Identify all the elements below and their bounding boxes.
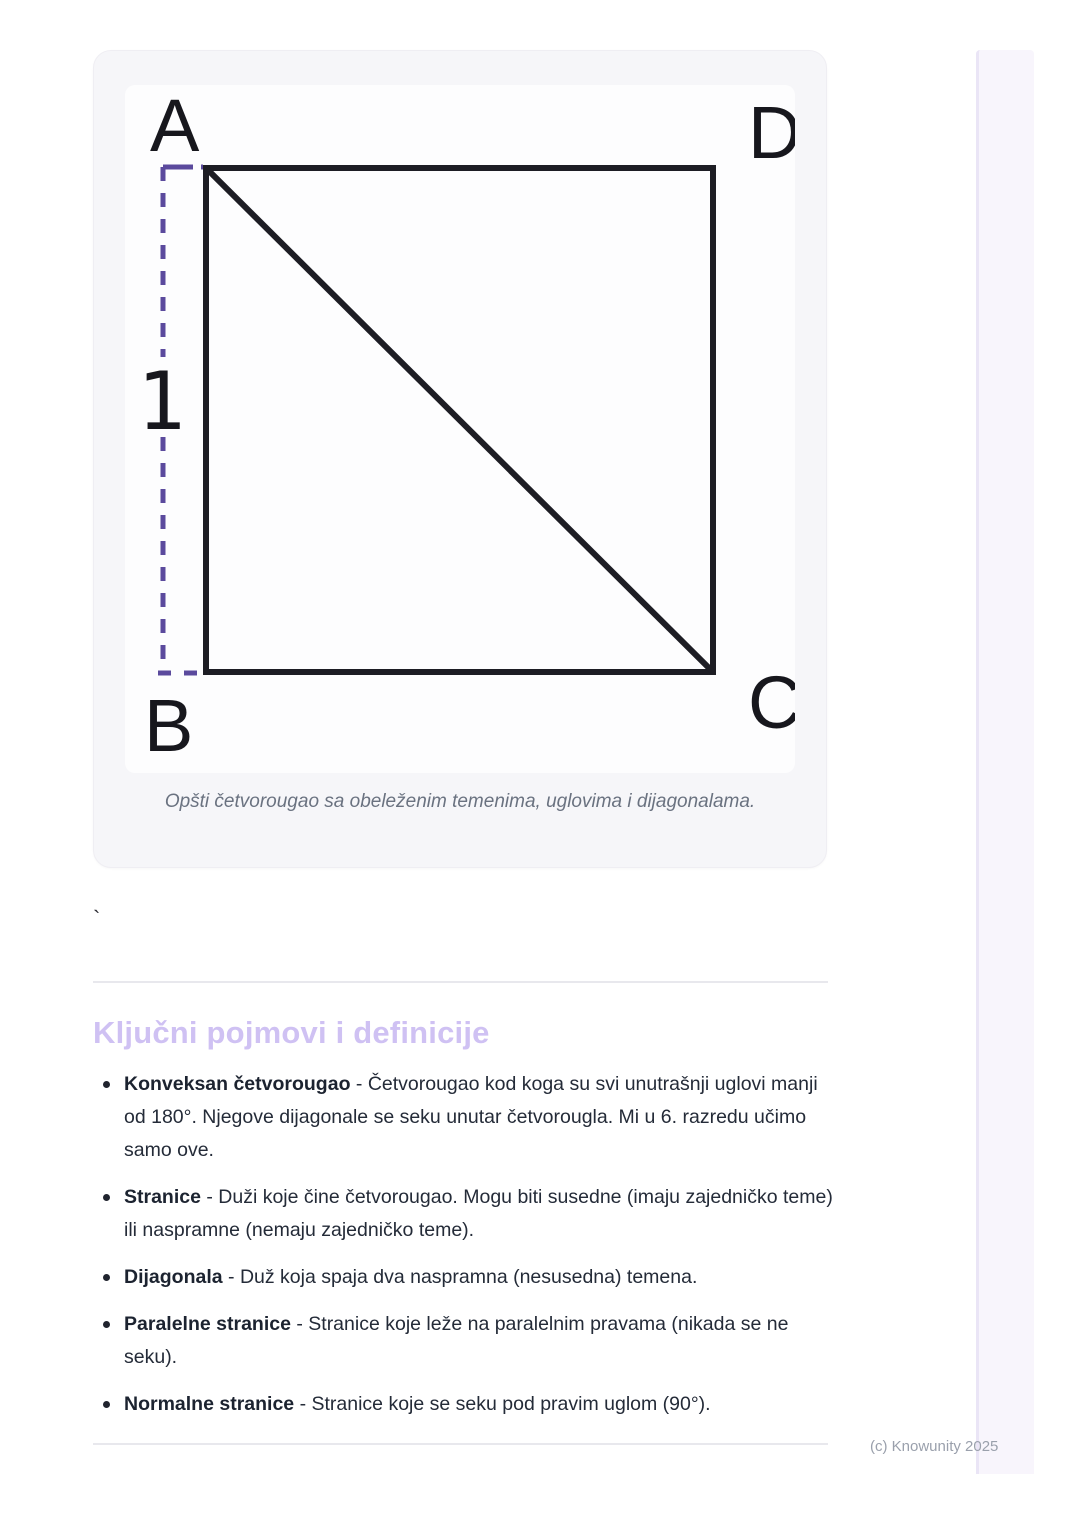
square-outline bbox=[203, 165, 716, 675]
diagonal-ac bbox=[203, 165, 716, 675]
definitions-list: Konveksan četvorougao - Četvorougao kod … bbox=[93, 1068, 835, 1435]
list-item: Konveksan četvorougao - Četvorougao kod … bbox=[93, 1068, 835, 1167]
vertex-label-a: A bbox=[150, 85, 200, 167]
bullet-dot bbox=[103, 1321, 110, 1328]
definition-text: - Četvorougao kod koga su svi unutrašnji… bbox=[124, 1073, 818, 1161]
section-heading: Ključni pojmovi i definicije bbox=[93, 1015, 490, 1050]
bullet-dot bbox=[103, 1401, 110, 1408]
definition-term: Konveksan četvorougao bbox=[124, 1073, 351, 1095]
dashed-measure-line bbox=[158, 164, 205, 676]
vertex-label-b: B bbox=[144, 684, 193, 767]
figure-card: A D B C 1 Opšti četvorougao sa obeleženi… bbox=[93, 50, 827, 868]
bullet-dot bbox=[103, 1081, 110, 1088]
vertex-label-d: D bbox=[748, 91, 795, 174]
figure-caption: Opšti četvorougao sa obeleženim temenima… bbox=[164, 791, 756, 812]
stray-backtick-text: ` bbox=[93, 906, 101, 931]
list-item: Stranice - Duži koje čine četvorougao. M… bbox=[93, 1181, 835, 1247]
definition-text: - Duž koja spaja dva naspramna (nesusedn… bbox=[222, 1266, 698, 1288]
bullet-dot bbox=[103, 1194, 110, 1201]
bullet-dot bbox=[103, 1274, 110, 1281]
definition-term: Stranice bbox=[124, 1186, 201, 1208]
page-margin-rail bbox=[976, 50, 1034, 1474]
definition-text: - Stranice koje leže na paralelnim prava… bbox=[124, 1313, 789, 1368]
definition-term: Dijagonala bbox=[124, 1266, 223, 1288]
section-divider-top bbox=[93, 981, 828, 983]
copyright-text: (c) Knowunity 2025 bbox=[870, 1438, 999, 1455]
definition-text: - Duži koje čine četvorougao. Mogu biti … bbox=[124, 1186, 833, 1241]
quadrilateral-figure: A D B C 1 bbox=[125, 85, 795, 773]
list-item: Paralelne stranice - Stranice koje leže … bbox=[93, 1308, 835, 1374]
list-item: Dijagonala - Duž koja spaja dva naspramn… bbox=[93, 1261, 835, 1294]
definition-text: - Stranice koje se seku pod pravim uglom… bbox=[294, 1393, 711, 1415]
section-divider-bottom bbox=[93, 1443, 828, 1445]
definition-term: Normalne stranice bbox=[124, 1393, 295, 1415]
list-item: Normalne stranice - Stranice koje se sek… bbox=[93, 1388, 835, 1421]
side-length-label: 1 bbox=[137, 355, 185, 448]
quadrilateral-diagram: A D B C 1 bbox=[137, 85, 795, 767]
definition-term: Paralelne stranice bbox=[124, 1313, 291, 1335]
vertex-label-c: C bbox=[748, 661, 795, 744]
